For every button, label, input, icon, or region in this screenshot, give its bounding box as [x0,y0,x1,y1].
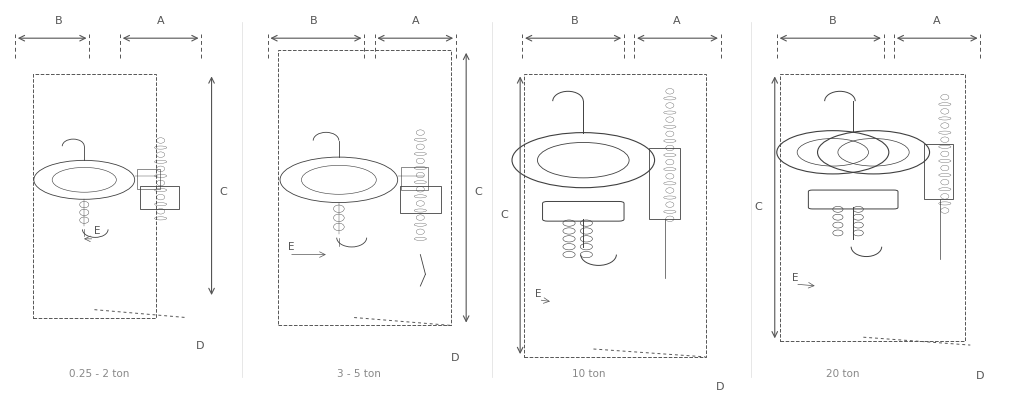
Text: 3 - 5 ton: 3 - 5 ton [337,369,381,379]
Text: D: D [976,371,984,381]
Text: E: E [536,289,542,299]
Text: A: A [157,16,165,26]
Text: A: A [933,16,940,26]
Text: B: B [309,16,317,26]
Text: B: B [829,16,837,26]
Text: D: D [197,341,205,351]
Text: C: C [755,202,763,212]
Text: E: E [288,242,295,252]
Text: D: D [451,353,460,363]
Text: D: D [716,383,724,393]
Text: C: C [474,187,482,197]
Text: B: B [571,16,579,26]
Text: E: E [94,226,101,236]
Text: 0.25 - 2 ton: 0.25 - 2 ton [70,369,130,379]
Text: 10 ton: 10 ton [571,369,605,379]
Text: A: A [673,16,681,26]
Text: A: A [412,16,419,26]
Text: C: C [220,187,227,197]
Text: 20 ton: 20 ton [826,369,860,379]
Text: B: B [55,16,62,26]
Text: C: C [500,210,508,220]
Text: E: E [793,273,799,283]
